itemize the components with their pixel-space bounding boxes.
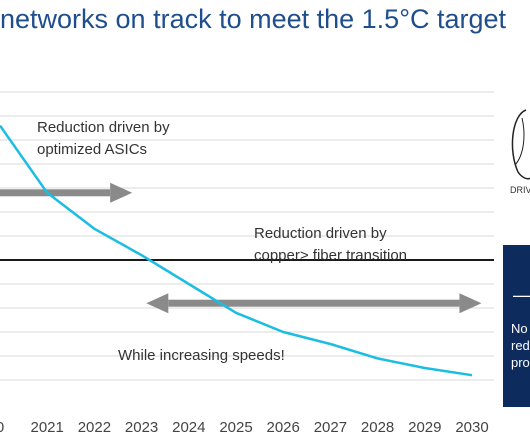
line-layer [0, 124, 473, 377]
x-tick-label: 2021 [31, 419, 64, 436]
annotation-fiber-line: copper> fiber transition [254, 247, 407, 264]
annotation-speeds-line: While increasing speeds! [118, 347, 285, 364]
x-tick-label: 2030 [455, 419, 488, 436]
x-tick-label: 2023 [125, 419, 158, 436]
x-tick-label: 2022 [78, 419, 111, 436]
x-tick-label: 0 [0, 419, 4, 436]
x-tick-label: 2026 [267, 419, 300, 436]
x-tick-label: 2029 [408, 419, 441, 436]
arrow-fiber-head [459, 293, 482, 314]
side-panel-dash: — [513, 285, 530, 305]
x-tick-label: 2024 [172, 419, 205, 436]
arrow-asics-head [110, 182, 133, 203]
arrow-fiber-body [168, 299, 460, 307]
side-panel-text: No red pro [511, 321, 530, 370]
arrow-fiber-tail-head [146, 293, 169, 314]
side-panel-subtitle: DRIV [510, 185, 530, 195]
annotation-layer: Reduction driven by optimized ASICs Reduct… [37, 119, 407, 364]
annotation-fiber-line: Reduction driven by [254, 225, 387, 242]
arrow-asics-body [0, 189, 111, 197]
x-tick-label: 2028 [361, 419, 394, 436]
x-tick-label: 2025 [219, 419, 252, 436]
arrow-layer [0, 182, 482, 314]
side-panel: — No red pro [503, 245, 530, 407]
page-title: networks on track to meet the 1.5°C targ… [0, 4, 507, 34]
annotation-asics-line: Reduction driven by [37, 119, 170, 136]
x-tick-label: 2027 [314, 419, 347, 436]
annotation-asics-line: optimized ASICs [37, 141, 147, 158]
xtick-layer: 0 2021 2022 2023 2024 2025 2026 2027 2028 2029 203… [0, 419, 489, 436]
logo-icon [511, 109, 530, 180]
